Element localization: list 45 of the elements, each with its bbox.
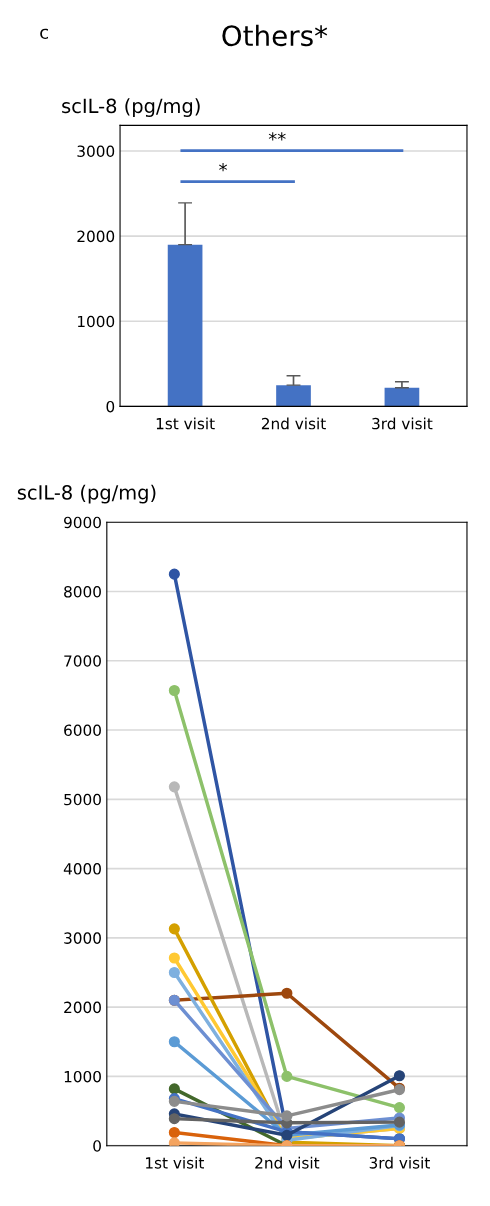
y-axis-title: scIL-8 (pg/mg): [62, 98, 200, 117]
y-tick-label: 0: [106, 400, 115, 413]
bar: [384, 387, 420, 407]
point: [168, 1137, 180, 1146]
point: [281, 1110, 293, 1122]
y-tick-label: 3000: [64, 932, 101, 944]
y-tick-label: 1000: [64, 1070, 101, 1083]
y-tick-label: 7000: [64, 655, 101, 667]
y-tick-label: 2000: [64, 1001, 101, 1014]
point: [168, 952, 180, 964]
x-tick-label: 2nd visit: [255, 1156, 320, 1169]
point: [168, 923, 180, 935]
y-tick-label: 8000: [64, 585, 101, 598]
y-tick-label: 4000: [63, 863, 101, 875]
point: [168, 568, 180, 580]
point: [168, 966, 180, 979]
x-tick-label: 3rd visit: [369, 1156, 430, 1169]
x-tick-label: 2nd visit: [261, 417, 326, 430]
y-tick-label: 0: [93, 1140, 101, 1152]
x-tick-label: 3rd visit: [372, 417, 433, 430]
point: [393, 1102, 405, 1114]
y-tick-label: 2000: [77, 230, 115, 243]
x-tick-label: 1st visit: [146, 1156, 204, 1169]
y-tick-label: 1000: [77, 315, 115, 328]
bar: [276, 385, 311, 407]
chart-title: Others*: [222, 24, 328, 47]
x-tick-label: 1st visit: [156, 417, 215, 430]
y-tick-label: 6000: [64, 724, 101, 737]
text: c: [40, 28, 49, 40]
bar: [167, 244, 203, 407]
point: [393, 1070, 405, 1082]
y-tick-label: 9000: [64, 516, 101, 529]
y-axis-title: scIL-8 (pg/mg): [17, 484, 156, 504]
y-tick-label: 3000: [77, 145, 115, 157]
point: [168, 1036, 180, 1048]
point: [168, 1126, 180, 1139]
point: [168, 1113, 180, 1125]
annotation: **: [268, 132, 286, 141]
y-tick-label: 5000: [64, 793, 101, 806]
point: [168, 1083, 180, 1095]
point: [168, 684, 180, 697]
point: [168, 781, 180, 793]
point: [281, 1070, 293, 1082]
annotation: *: [219, 163, 228, 172]
point: [281, 987, 293, 999]
